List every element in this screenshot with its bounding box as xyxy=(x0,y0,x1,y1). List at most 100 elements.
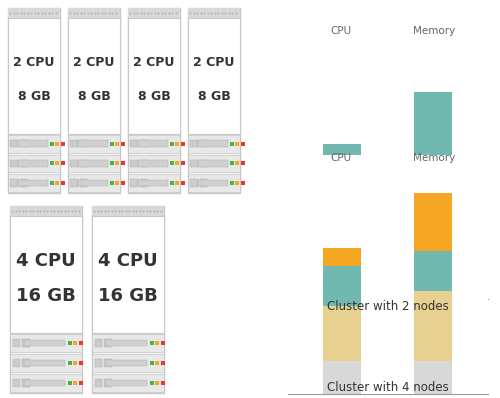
Bar xyxy=(8,8,60,18)
Bar xyxy=(74,341,78,345)
Bar xyxy=(121,181,125,185)
Bar xyxy=(61,142,65,146)
Bar xyxy=(68,341,72,345)
Bar xyxy=(22,359,30,367)
Bar xyxy=(80,179,87,187)
Bar xyxy=(190,160,198,167)
Bar xyxy=(104,359,112,367)
Bar xyxy=(50,161,54,166)
Bar xyxy=(128,18,180,134)
Bar xyxy=(414,190,452,298)
Bar xyxy=(230,161,234,166)
Bar xyxy=(95,379,102,387)
Bar xyxy=(161,361,165,365)
Bar xyxy=(78,140,108,147)
Bar xyxy=(198,180,228,186)
Bar xyxy=(78,160,108,167)
Bar xyxy=(150,361,154,365)
Bar xyxy=(110,142,114,146)
Bar xyxy=(140,140,147,147)
Bar xyxy=(198,140,228,147)
Bar xyxy=(414,251,452,291)
Text: 8 GB: 8 GB xyxy=(18,90,50,103)
Bar xyxy=(414,361,452,394)
Bar xyxy=(68,174,120,192)
Bar xyxy=(22,339,30,347)
Bar xyxy=(188,8,240,193)
Bar xyxy=(13,339,20,347)
Bar xyxy=(10,206,82,393)
Bar xyxy=(156,381,160,385)
Bar xyxy=(170,181,173,185)
Bar xyxy=(140,160,147,167)
Bar xyxy=(10,140,18,147)
Bar xyxy=(104,339,112,347)
Bar xyxy=(68,8,120,193)
Bar xyxy=(18,140,48,147)
Bar xyxy=(235,181,240,185)
Bar xyxy=(8,154,60,172)
Text: 4 CPU: 4 CPU xyxy=(98,252,158,270)
Bar xyxy=(230,142,234,146)
Text: 8 GB: 8 GB xyxy=(78,90,110,103)
Bar xyxy=(104,379,112,387)
Bar xyxy=(128,8,180,18)
Bar xyxy=(8,8,60,193)
Text: 8 GB: 8 GB xyxy=(138,90,170,103)
Bar xyxy=(92,206,164,216)
Bar xyxy=(128,154,180,172)
Text: Memory: Memory xyxy=(412,153,455,163)
Bar xyxy=(13,359,20,367)
Bar xyxy=(414,193,452,251)
Bar xyxy=(68,135,120,152)
Bar xyxy=(92,216,164,333)
Text: 4 CPU: 4 CPU xyxy=(16,252,76,270)
Text: 16 GB: 16 GB xyxy=(16,287,76,305)
Text: 2 CPU: 2 CPU xyxy=(194,56,234,68)
Bar xyxy=(24,380,66,386)
Bar xyxy=(92,374,164,392)
Bar xyxy=(10,354,82,372)
Bar xyxy=(55,181,60,185)
Text: 2 CPU: 2 CPU xyxy=(14,56,54,68)
Bar xyxy=(78,180,108,186)
Bar xyxy=(150,381,154,385)
Bar xyxy=(55,142,60,146)
Bar xyxy=(80,160,87,167)
Bar xyxy=(130,160,138,167)
Bar xyxy=(121,161,125,166)
Bar xyxy=(95,359,102,367)
Bar xyxy=(110,181,114,185)
Bar xyxy=(20,179,27,187)
Text: Cluster with 4 nodes: Cluster with 4 nodes xyxy=(327,381,449,394)
Bar xyxy=(50,142,54,146)
Bar xyxy=(198,160,228,167)
Bar xyxy=(188,8,240,18)
Bar xyxy=(95,339,102,347)
Bar xyxy=(8,18,60,134)
Bar xyxy=(74,361,78,365)
Bar xyxy=(10,206,82,216)
Bar xyxy=(156,341,160,345)
Text: 2 CPU: 2 CPU xyxy=(74,56,114,68)
Bar xyxy=(70,160,78,167)
Bar xyxy=(323,248,361,266)
Bar xyxy=(128,8,180,193)
Bar xyxy=(79,361,83,365)
Bar xyxy=(128,135,180,152)
Bar xyxy=(106,380,148,386)
Bar xyxy=(130,179,138,187)
Bar xyxy=(115,161,119,166)
Bar xyxy=(414,92,452,190)
Bar xyxy=(92,354,164,372)
Bar xyxy=(106,340,148,346)
Bar xyxy=(323,144,361,190)
Bar xyxy=(190,140,198,147)
Bar xyxy=(10,160,18,167)
Bar xyxy=(121,142,125,146)
Bar xyxy=(13,379,20,387)
Bar xyxy=(55,161,60,166)
Bar xyxy=(10,374,82,392)
Bar xyxy=(115,142,119,146)
Bar xyxy=(200,160,207,167)
